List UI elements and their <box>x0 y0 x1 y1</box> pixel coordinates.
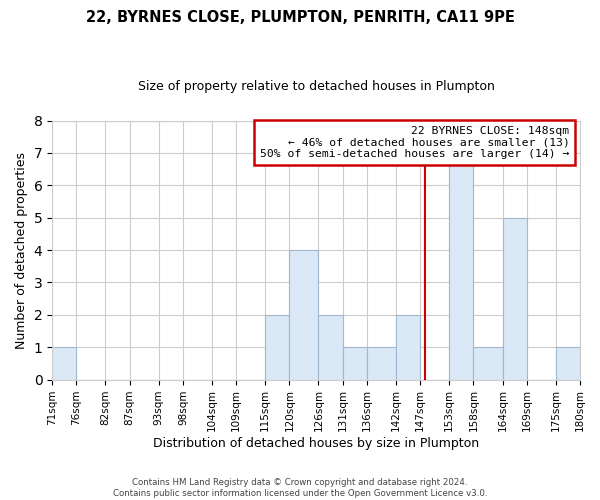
Text: 22, BYRNES CLOSE, PLUMPTON, PENRITH, CA11 9PE: 22, BYRNES CLOSE, PLUMPTON, PENRITH, CA1… <box>86 10 514 25</box>
Bar <box>473 347 503 380</box>
X-axis label: Distribution of detached houses by size in Plumpton: Distribution of detached houses by size … <box>153 437 479 450</box>
Bar <box>367 347 396 380</box>
Text: 22 BYRNES CLOSE: 148sqm
← 46% of detached houses are smaller (13)
50% of semi-de: 22 BYRNES CLOSE: 148sqm ← 46% of detache… <box>260 126 569 159</box>
Bar <box>396 315 420 380</box>
Text: Contains HM Land Registry data © Crown copyright and database right 2024.
Contai: Contains HM Land Registry data © Crown c… <box>113 478 487 498</box>
Y-axis label: Number of detached properties: Number of detached properties <box>15 152 28 348</box>
Title: Size of property relative to detached houses in Plumpton: Size of property relative to detached ho… <box>137 80 494 93</box>
Bar <box>289 250 319 380</box>
Bar <box>556 347 580 380</box>
Bar <box>319 315 343 380</box>
Bar <box>343 347 367 380</box>
Bar <box>52 347 76 380</box>
Bar <box>503 218 527 380</box>
Bar <box>449 153 473 380</box>
Bar <box>265 315 289 380</box>
